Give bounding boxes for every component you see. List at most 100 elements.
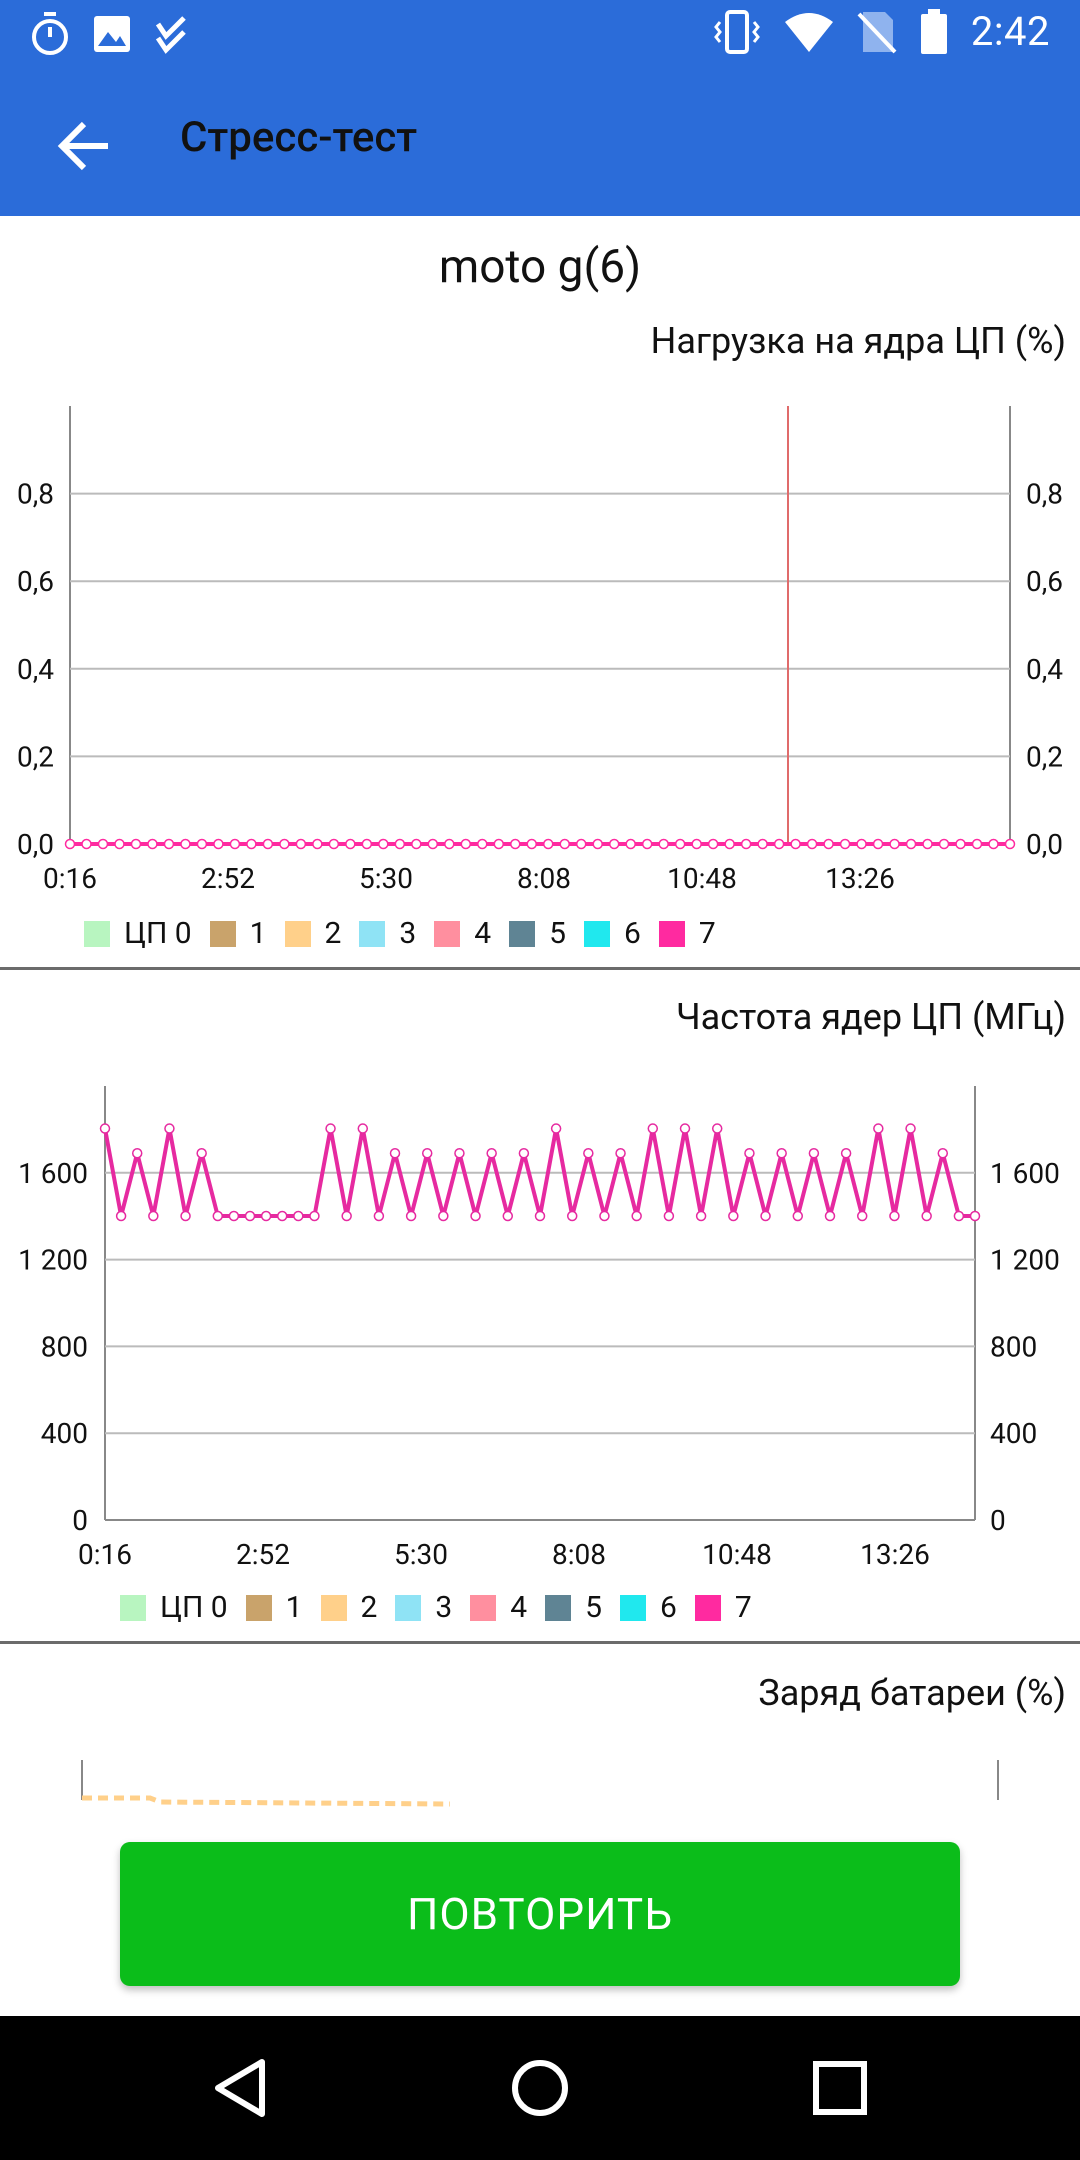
- data-point: [921, 1210, 932, 1222]
- data-point: [246, 838, 257, 850]
- legend-swatch: [120, 1594, 146, 1621]
- data-point: [728, 1210, 739, 1222]
- data-point: [64, 838, 76, 850]
- data-point: [460, 838, 472, 850]
- data-point: [81, 838, 92, 850]
- y-tick-label: 0,4: [1026, 653, 1063, 686]
- data-point: [608, 838, 620, 850]
- x-tick-label: 5:30: [394, 1538, 448, 1571]
- data-point: [115, 1210, 127, 1222]
- data-point: [824, 1210, 836, 1222]
- retry-button[interactable]: ПОВТОРИТЬ: [120, 1842, 960, 1986]
- data-point: [378, 838, 389, 850]
- battery-series-line: [82, 1795, 451, 1807]
- legend-label: 5: [549, 916, 567, 951]
- data-point: [260, 1210, 272, 1222]
- data-point: [695, 1210, 707, 1222]
- data-point: [592, 838, 603, 850]
- image-icon: [94, 16, 130, 52]
- data-point: [790, 838, 801, 850]
- data-point: [244, 1210, 256, 1222]
- data-point: [971, 838, 983, 850]
- x-tick-label: 10:48: [702, 1538, 772, 1571]
- legend-swatch: [284, 920, 311, 947]
- recents-square-icon[interactable]: [812, 2060, 868, 2116]
- legend-swatch: [395, 1594, 422, 1621]
- section-divider: [0, 967, 1080, 970]
- legend-swatch: [245, 1594, 272, 1621]
- data-point: [550, 1123, 562, 1134]
- data-point: [130, 838, 142, 850]
- data-point: [293, 1210, 304, 1222]
- legend-label: 3: [399, 916, 417, 951]
- data-point: [808, 1148, 820, 1159]
- legend-label: 3: [435, 1590, 453, 1625]
- legend-item: 2: [320, 1590, 377, 1625]
- x-tick-label: 8:08: [552, 1538, 606, 1571]
- data-point: [427, 838, 439, 850]
- data-point: [988, 838, 999, 850]
- data-point: [309, 1210, 320, 1222]
- y-tick-label: 1 600: [18, 1157, 88, 1190]
- data-point: [325, 1123, 336, 1134]
- data-point: [955, 838, 966, 850]
- data-point: [823, 838, 834, 850]
- legend-item: 2: [284, 916, 341, 951]
- data-point: [647, 1123, 659, 1134]
- battery-chart: [81, 1760, 999, 1807]
- y-tick-label: 0,4: [17, 653, 54, 686]
- home-circle-icon[interactable]: [510, 2058, 570, 2118]
- data-point: [279, 838, 290, 850]
- legend-item: 3: [359, 916, 416, 951]
- data-point: [411, 838, 422, 850]
- data-point: [361, 838, 373, 850]
- y-tick-label: 0,0: [1026, 828, 1063, 861]
- data-point: [937, 1148, 949, 1159]
- legend-swatch: [658, 920, 685, 947]
- legend-label: 1: [285, 1590, 303, 1625]
- back-triangle-icon[interactable]: [212, 2058, 268, 2118]
- data-point: [615, 1148, 626, 1159]
- cpu-load-title: Нагрузка на ядра ЦП (%): [650, 320, 1066, 362]
- cpu-freq-legend: ЦП 0 1 2 3 4 5 6 7: [120, 1590, 752, 1625]
- y-tick-label: 0,6: [17, 565, 54, 598]
- data-point: [1004, 838, 1016, 850]
- arrow-left-icon[interactable]: [56, 118, 112, 174]
- legend-swatch: [320, 1594, 347, 1621]
- wifi-icon: [784, 12, 833, 52]
- legend-label: 6: [624, 916, 641, 951]
- data-point: [345, 838, 356, 850]
- data-point: [559, 838, 570, 850]
- data-point: [953, 1210, 965, 1222]
- data-point: [405, 1210, 417, 1222]
- data-point: [724, 838, 735, 850]
- data-point: [674, 838, 686, 850]
- legend-label: 1: [249, 916, 267, 951]
- data-point: [872, 838, 884, 850]
- data-point: [641, 838, 653, 850]
- data-point: [510, 838, 521, 850]
- y-tick-label: 1 200: [990, 1244, 1060, 1277]
- data-point: [470, 1210, 481, 1222]
- data-point: [228, 1210, 240, 1222]
- data-point: [486, 1148, 497, 1159]
- timer-icon: [32, 12, 68, 55]
- battery-title: Заряд батареи (%): [758, 1672, 1066, 1714]
- x-tick-label: 8:08: [517, 862, 571, 895]
- legend-swatch: [509, 920, 536, 947]
- legend-item: 6: [620, 1590, 677, 1625]
- legend-item: 5: [545, 1590, 602, 1625]
- data-point: [295, 838, 307, 850]
- data-point: [534, 1210, 546, 1222]
- legend-swatch: [434, 920, 461, 947]
- data-point: [99, 1123, 111, 1134]
- y-tick-label: 0,8: [1026, 478, 1063, 511]
- data-point: [583, 1148, 594, 1159]
- legend-swatch: [209, 920, 236, 947]
- x-tick-label: 0:16: [78, 1538, 132, 1571]
- data-point: [658, 838, 669, 850]
- data-point: [163, 838, 175, 850]
- data-point: [262, 838, 274, 850]
- data-point: [373, 1210, 385, 1222]
- no-sim-icon: [857, 11, 897, 53]
